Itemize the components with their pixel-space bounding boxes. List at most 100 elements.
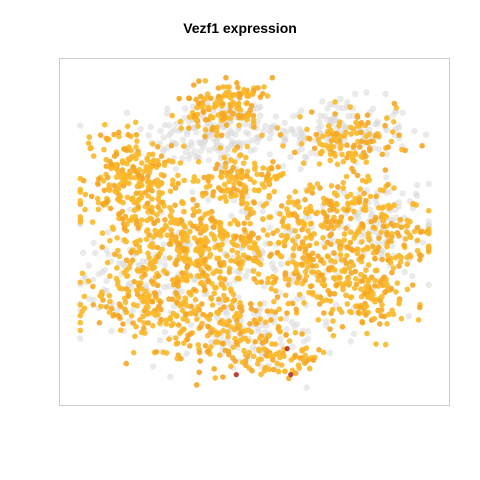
cell-point bbox=[250, 268, 257, 274]
cell-point bbox=[176, 95, 182, 102]
cell-point bbox=[359, 177, 366, 184]
cell-point bbox=[202, 127, 209, 133]
cell-point bbox=[325, 253, 332, 260]
cell-point bbox=[307, 221, 314, 227]
cell-point bbox=[175, 172, 181, 179]
cell-point bbox=[202, 117, 209, 123]
cell-point bbox=[327, 290, 334, 297]
cell-point bbox=[247, 301, 254, 307]
cell-point bbox=[379, 302, 385, 308]
cell-point bbox=[353, 130, 360, 136]
cell-point bbox=[234, 250, 241, 256]
cell-point bbox=[157, 250, 163, 256]
cell-point bbox=[109, 224, 116, 230]
cell-point bbox=[198, 139, 205, 146]
cell-point bbox=[366, 145, 373, 152]
cell-point bbox=[246, 244, 253, 251]
cell-point bbox=[222, 92, 228, 99]
cell-point bbox=[379, 293, 385, 300]
cell-point bbox=[315, 277, 321, 284]
cell-point bbox=[295, 233, 301, 240]
cell-point bbox=[289, 343, 296, 350]
cell-point bbox=[292, 228, 299, 234]
cell-point bbox=[212, 165, 219, 172]
cell-point bbox=[361, 290, 368, 297]
cell-point bbox=[241, 86, 247, 93]
cell-point bbox=[259, 132, 265, 139]
cell-point bbox=[268, 308, 275, 315]
cell-point bbox=[363, 139, 370, 146]
cell-point bbox=[354, 250, 361, 257]
cell-point bbox=[252, 339, 258, 345]
cell-point bbox=[236, 91, 243, 98]
cell-point bbox=[126, 144, 132, 150]
cell-point bbox=[381, 313, 388, 320]
cell-point bbox=[278, 203, 285, 209]
cell-point bbox=[380, 204, 387, 210]
cell-point bbox=[277, 131, 284, 138]
cell-point bbox=[205, 277, 212, 284]
cell-point bbox=[157, 232, 164, 239]
cell-point bbox=[232, 314, 238, 320]
cell-point bbox=[217, 225, 224, 232]
cell-point bbox=[271, 298, 277, 305]
cell-point bbox=[316, 161, 323, 167]
cell-point bbox=[205, 210, 212, 216]
cell-point bbox=[237, 152, 243, 159]
cell-point bbox=[90, 302, 97, 308]
cell-point bbox=[181, 340, 187, 347]
cell-point bbox=[116, 211, 122, 217]
cell-point bbox=[230, 298, 236, 304]
cell-point bbox=[244, 201, 250, 207]
cell-point bbox=[377, 321, 383, 327]
cell-point bbox=[251, 240, 258, 246]
cell-point bbox=[380, 217, 387, 224]
cell-point bbox=[344, 207, 351, 214]
cell-point bbox=[360, 247, 366, 253]
cell-point bbox=[175, 279, 182, 286]
cell-point bbox=[315, 124, 322, 132]
cell-point bbox=[302, 196, 308, 203]
cell-point bbox=[220, 327, 227, 334]
cell-point bbox=[191, 307, 198, 314]
cell-point bbox=[343, 292, 349, 299]
cell-point bbox=[161, 328, 169, 336]
cell-point bbox=[411, 127, 418, 135]
cell-point bbox=[374, 248, 381, 254]
cell-point bbox=[190, 178, 197, 184]
cell-point bbox=[128, 196, 135, 203]
cell-point bbox=[365, 246, 371, 252]
cell-point bbox=[278, 253, 285, 260]
cell-point bbox=[253, 321, 259, 327]
cell-point bbox=[167, 314, 174, 321]
cell-point bbox=[302, 352, 309, 359]
cell-point bbox=[333, 282, 340, 288]
cell-point bbox=[157, 127, 164, 135]
cell-point bbox=[211, 366, 217, 372]
cell-point bbox=[382, 90, 389, 98]
cell-point bbox=[244, 143, 250, 150]
cell-point bbox=[128, 313, 135, 319]
cell-point bbox=[150, 363, 157, 370]
cell-point bbox=[382, 167, 389, 173]
cell-point bbox=[237, 322, 243, 329]
cell-point bbox=[398, 224, 405, 231]
cell-point bbox=[241, 328, 248, 335]
cell-point bbox=[188, 142, 195, 149]
cell-point bbox=[172, 202, 178, 208]
cell-point bbox=[391, 202, 397, 208]
cell-point bbox=[251, 200, 258, 206]
cell-point bbox=[134, 138, 140, 144]
cell-point bbox=[325, 123, 332, 129]
cell-point bbox=[212, 244, 218, 251]
cell-point bbox=[167, 373, 174, 380]
cell-point bbox=[422, 131, 430, 138]
cell-point bbox=[347, 338, 354, 345]
cell-point bbox=[386, 188, 393, 195]
cell-point bbox=[115, 169, 122, 176]
cell-point bbox=[118, 174, 124, 181]
cell-point bbox=[311, 145, 318, 152]
cell-point bbox=[355, 227, 361, 234]
cell-point bbox=[352, 268, 359, 275]
cell-point bbox=[221, 181, 228, 188]
